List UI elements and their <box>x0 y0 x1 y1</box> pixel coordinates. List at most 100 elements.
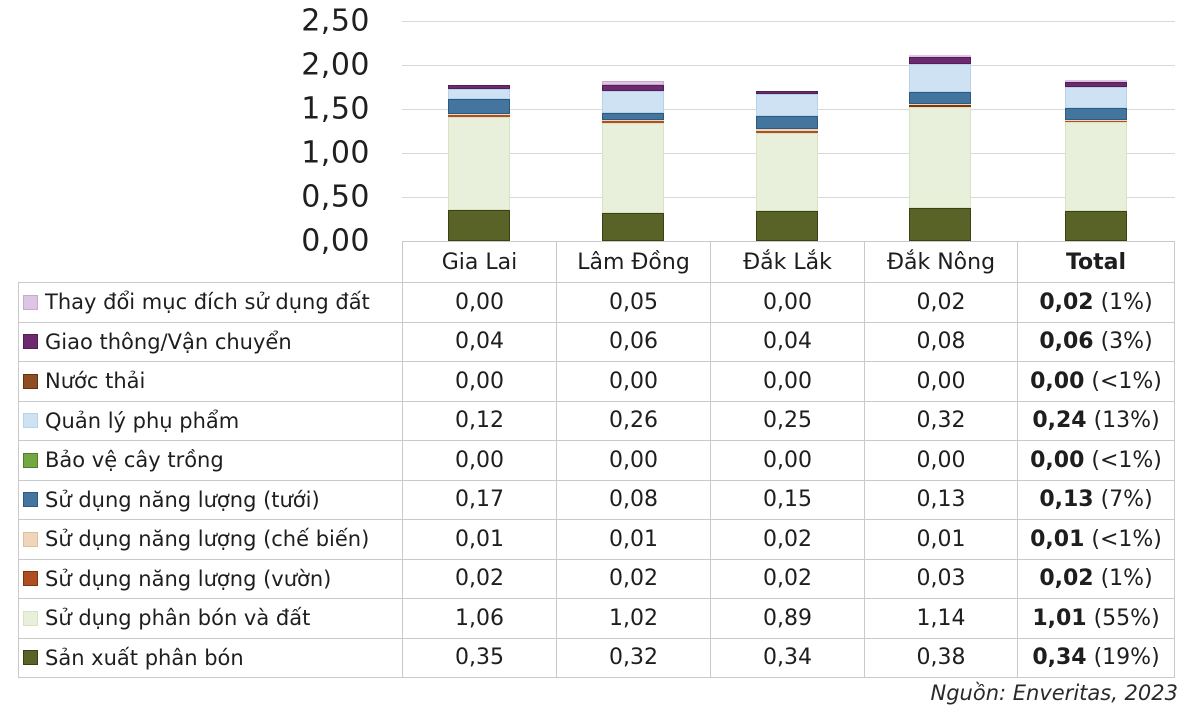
value-cell: 0,04 <box>403 322 557 362</box>
bar-segment <box>448 85 510 89</box>
bar-segment <box>602 113 664 121</box>
total-value-cell: 1,01 (55%) <box>1018 599 1175 639</box>
value-cell: 0,34 <box>711 638 865 678</box>
column-header: Đắk Lắk <box>711 242 865 283</box>
row-label: Sử dụng phân bón và đất <box>45 606 311 631</box>
legend-swatch <box>23 294 38 310</box>
bar-segment <box>1065 119 1127 121</box>
bar-segment <box>448 114 510 116</box>
row-label: Sử dụng năng lượng (chế biến) <box>45 527 370 552</box>
total-value: 0,01 <box>1030 526 1085 552</box>
bar-segment <box>756 129 818 131</box>
value-cell: 0,26 <box>557 401 711 441</box>
bar-segment <box>1065 108 1127 120</box>
value-cell: 0,02 <box>557 559 711 599</box>
total-value-cell: 0,24 (13%) <box>1018 401 1175 441</box>
y-axis-tick-label: 1,00 <box>301 135 370 171</box>
column-header: Total <box>1018 242 1175 283</box>
total-percent: (13%) <box>1086 408 1160 434</box>
y-axis-tick-label: 0,50 <box>301 179 370 215</box>
value-cell: 0,32 <box>557 638 711 678</box>
value-cell: 1,06 <box>403 599 557 639</box>
value-cell: 0,08 <box>865 322 1018 362</box>
bar-segment <box>1065 211 1127 241</box>
total-value-cell: 0,06 (3%) <box>1018 322 1175 362</box>
row-label-cell: Sử dụng phân bón và đất <box>19 599 403 639</box>
bar-segment <box>1065 81 1127 87</box>
total-value-cell: 0,13 (7%) <box>1018 480 1175 520</box>
bar-segment <box>602 90 664 114</box>
legend-swatch <box>23 452 38 468</box>
legend-swatch <box>23 610 38 626</box>
bar-segment <box>602 212 664 241</box>
value-cell: 0,01 <box>403 520 557 560</box>
bar-segment <box>1065 87 1127 109</box>
value-cell: 1,02 <box>557 599 711 639</box>
bar-segment <box>909 55 971 58</box>
bar-segment <box>909 64 971 93</box>
bar-segment <box>448 99 510 115</box>
bar-segment <box>909 103 971 105</box>
row-label: Thay đổi mục đích sử dụng đất <box>45 290 370 315</box>
total-value: 0,34 <box>1032 645 1087 671</box>
value-cell: 0,35 <box>403 638 557 678</box>
row-label: Giao thông/Vận chuyển <box>45 329 292 354</box>
total-value: 0,06 <box>1039 329 1094 355</box>
legend-swatch <box>23 413 38 429</box>
bar-segment <box>909 104 971 108</box>
value-cell: 0,25 <box>711 401 865 441</box>
value-cell: 0,02 <box>711 559 865 599</box>
row-label: Sử dụng năng lượng (tưới) <box>45 487 320 512</box>
value-cell: 0,00 <box>865 362 1018 402</box>
bar-segment <box>602 121 664 124</box>
row-label-cell: Bảo vệ cây trồng <box>19 441 403 481</box>
row-label-cell: Quản lý phụ phẩm <box>19 401 403 441</box>
value-cell: 0,03 <box>865 559 1018 599</box>
bar-segment <box>1065 79 1127 82</box>
value-cell: 0,00 <box>711 283 865 323</box>
total-value: 0,02 <box>1039 289 1094 315</box>
legend-swatch <box>23 531 38 547</box>
total-value: 1,01 <box>1032 605 1087 631</box>
total-percent: (<1%) <box>1084 447 1162 473</box>
bar-segment <box>448 116 510 211</box>
row-label: Sản xuất phân bón <box>45 645 244 670</box>
value-cell: 0,00 <box>865 441 1018 481</box>
value-cell: 0,89 <box>711 599 865 639</box>
total-value-cell: 0,02 (1%) <box>1018 283 1175 323</box>
total-value-cell: 0,00 (<1%) <box>1018 362 1175 402</box>
bar-segment <box>756 116 818 130</box>
column-header: Lâm Đồng <box>557 242 711 283</box>
bar-segment <box>602 85 664 91</box>
bar-segment <box>756 90 818 95</box>
legend-swatch <box>23 571 38 587</box>
value-cell: 0,02 <box>403 559 557 599</box>
row-label: Quản lý phụ phẩm <box>45 408 240 433</box>
value-cell: 0,04 <box>711 322 865 362</box>
bar-segment <box>602 80 664 86</box>
gridline <box>402 65 1175 66</box>
y-axis-tick-label: 1,50 <box>301 91 370 127</box>
value-cell: 0,05 <box>557 283 711 323</box>
total-value: 0,24 <box>1032 408 1087 434</box>
value-cell: 0,00 <box>557 441 711 481</box>
total-percent: (1%) <box>1093 289 1153 315</box>
total-value-cell: 0,01 (<1%) <box>1018 520 1175 560</box>
bar-segment <box>602 120 664 122</box>
row-label-cell: Thay đổi mục đích sử dụng đất <box>19 283 403 323</box>
value-cell: 0,00 <box>403 441 557 481</box>
value-cell: 0,38 <box>865 638 1018 678</box>
value-cell: 0,00 <box>711 441 865 481</box>
value-cell: 0,13 <box>865 480 1018 520</box>
bar-segment <box>909 107 971 208</box>
total-percent: (3%) <box>1093 329 1153 355</box>
total-value: 0,00 <box>1030 368 1085 394</box>
value-cell: 0,01 <box>865 520 1018 560</box>
bar-segment <box>1065 122 1127 212</box>
row-label-cell: Sử dụng năng lượng (vườn) <box>19 559 403 599</box>
bar-segment <box>909 92 971 104</box>
value-cell: 0,00 <box>403 283 557 323</box>
row-label: Bảo vệ cây trồng <box>45 448 224 473</box>
total-value: 0,13 <box>1039 487 1094 513</box>
